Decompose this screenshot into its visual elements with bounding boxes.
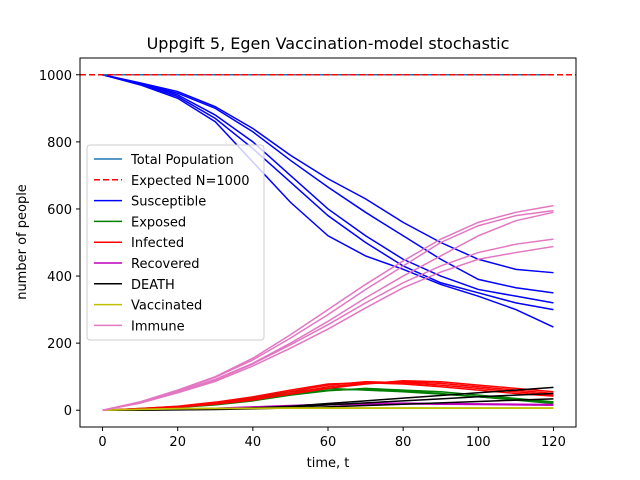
series-immune-run-4 <box>102 238 554 411</box>
x-tick-label: 40 <box>245 435 262 450</box>
legend-label-expected: Expected N=1000 <box>131 174 250 189</box>
x-tick-label: 80 <box>395 435 412 450</box>
legend-label-recovered: Recovered <box>131 257 200 272</box>
x-axis-label: time, t <box>307 456 350 471</box>
plot-area <box>80 74 576 411</box>
y-tick-label: 800 <box>47 136 72 151</box>
legend-label-susceptible: Susceptible <box>131 195 206 210</box>
legend-label-vaccinated: Vaccinated <box>131 299 202 314</box>
series-infected-run-4 <box>102 379 554 411</box>
legend-label-infected: Infected <box>131 236 184 251</box>
series-susceptible-run-2 <box>102 74 554 311</box>
legend-label-total: Total Population <box>130 153 234 168</box>
legend-label-death: DEATH <box>131 278 175 293</box>
y-tick-label: 400 <box>47 270 72 285</box>
series-vaccinated-run-2 <box>102 407 554 411</box>
y-tick-label: 1000 <box>39 69 72 84</box>
x-tick-label: 100 <box>466 435 491 450</box>
series-susceptible-run-1 <box>102 74 554 304</box>
series-death-run-3 <box>102 398 554 411</box>
x-tick-label: 0 <box>98 435 106 450</box>
y-tick-label: 0 <box>64 404 72 419</box>
legend-label-exposed: Exposed <box>131 215 186 230</box>
x-tick-label: 20 <box>169 435 186 450</box>
x-tick-label: 60 <box>320 435 337 450</box>
legend: Total Population Expected N=1000 Susceptib… <box>86 144 265 341</box>
legend-label-immune: Immune <box>131 319 185 334</box>
y-axis-label: number of people <box>15 184 30 300</box>
series-immune-run-2 <box>102 209 554 411</box>
series-susceptible-run-5 <box>102 74 554 328</box>
x-tick-label: 120 <box>541 435 566 450</box>
axes-frame <box>79 57 577 428</box>
series-susceptible-run-3 <box>102 74 554 294</box>
legend-frame <box>86 144 265 341</box>
axis-ticks: 0 20 40 60 80 100 120 0 200 400 600 800 1000 <box>39 69 566 450</box>
chart-title: Uppgift 5, Egen Vaccination-model stocha… <box>147 34 510 53</box>
series-immune-run-5 <box>102 245 554 411</box>
y-tick-label: 600 <box>47 203 72 218</box>
y-tick-label: 200 <box>47 337 72 352</box>
